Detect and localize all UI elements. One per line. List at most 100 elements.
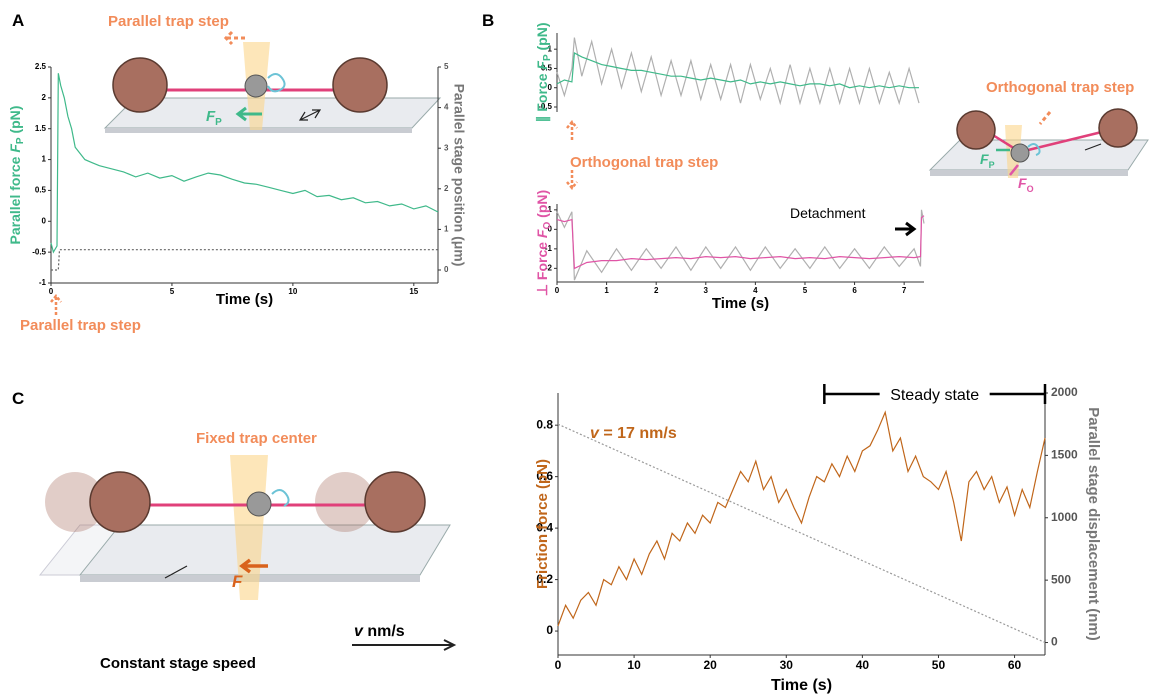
series-line [556,215,925,270]
x-tick-label: 0 [555,658,562,672]
annotation-symbol: v [590,425,600,442]
force-label: F [232,572,243,591]
y2-tick-label: 3 [444,143,449,152]
y-axis-label-part: F [7,144,23,153]
speed-label: v nm/s [354,623,405,640]
series-line [557,410,1046,627]
steady-state-bg [879,384,990,404]
panel-label: C [12,389,24,408]
force-symbol: F [980,151,989,167]
force-label: FO [1018,175,1034,194]
x-tick-label: 0 [555,286,560,295]
x-tick-label: 15 [409,287,418,296]
y2-axis-label: Parallel stage displacement (nm) [1085,407,1102,640]
y-tick-label: 1 [42,155,47,164]
y-axis-label: Parallel force FP (pN) [7,106,26,245]
force-subscript: O [1027,184,1034,194]
annotation: Parallel trap step [20,317,141,334]
x-tick-label: 5 [170,287,175,296]
y-tick-label: 1.5 [35,124,47,133]
y-axis-label-part: Parallel force [7,153,23,245]
annotation: v = 17 nm/s [590,425,677,442]
y-tick-label: 0 [42,216,47,225]
y2-tick-label: 2000 [1051,385,1078,399]
annotation: Orthogonal trap step [570,154,718,171]
diagram-title: Fixed trap center [196,430,317,447]
series-line [556,37,920,106]
speed-symbol: v [354,623,364,640]
y2-axis-label: Parallel stage position (μm) [451,84,467,267]
y-axis-label-part: Friction force (pN) [534,459,551,589]
y-tick-label: -0.5 [538,102,552,111]
y-axis-label-part: P [15,137,26,144]
series-line [556,209,925,281]
x-tick-label: 4 [753,286,758,295]
y-tick-label: 1 [548,205,553,214]
steady-state-label: Steady state [890,387,979,404]
y-axis-label-part: P [542,54,553,61]
speed-unit: nm/s [363,623,405,640]
y-axis-label-part: (pN) [534,190,550,222]
diagram-title: Parallel trap step [108,13,229,30]
panel-label: B [482,11,494,30]
panel-label: A [12,11,24,30]
annotation: Detachment [790,205,866,221]
y2-tick-label: 0 [444,265,449,274]
force-symbol: F [1018,175,1027,191]
y-tick-label: 0.5 [541,64,553,73]
annotation-arrow [50,294,62,315]
force-symbol: F [206,108,216,125]
y-axis-label-part: ∥ Force [534,70,551,123]
x-tick-label: 10 [627,658,641,672]
x-axis-label: Time (s) [712,295,769,312]
x-tick-label: 20 [704,658,718,672]
x-axis-label: Time (s) [771,677,832,694]
diagram-c: Fixed trap center F v nm/s Constant stag… [38,430,457,672]
y-axis-label-part: (pN) [7,106,23,138]
y-tick-label: 0 [546,623,553,637]
y-axis-label: ∥ Force FP (pN) [534,22,553,122]
force-label: FP [206,108,222,128]
y-tick-label: 1 [548,44,553,53]
y-tick-label: 0.2 [536,572,553,586]
series-line [556,52,919,89]
y-tick-label: 0.5 [35,186,47,195]
x-tick-label: 5 [803,286,808,295]
y-axis-label-part: O [542,222,553,230]
y2-tick-label: 4 [444,103,449,112]
y-tick-label: 2 [42,93,47,102]
y-tick-label: 0.6 [536,469,553,483]
x-tick-label: 3 [704,286,709,295]
y-tick-label: 0 [548,224,553,233]
y-tick-label: -1 [545,244,553,253]
y-tick-label: 2.5 [35,62,47,71]
y-tick-label: -2 [545,263,553,272]
y-axis-label-part: F [534,229,550,238]
y-tick-label: 0.8 [536,417,553,431]
y2-tick-label: 1500 [1051,448,1078,462]
x-tick-label: 10 [288,287,297,296]
y-axis-label: Friction force (pN) [534,459,551,589]
y-axis-label-part: ⊥ Force [534,238,550,296]
y2-tick-label: 1 [444,225,449,234]
diagram-b: Orthogonal trap step FP FO [928,79,1149,194]
x-tick-label: 50 [932,658,946,672]
annotation-text: = 17 nm/s [599,425,677,442]
caption: Constant stage speed [100,655,256,672]
y-tick-label: -0.5 [32,247,46,256]
y-axis-label: ⊥ Force FO (pN) [534,190,553,296]
series-line [50,73,439,254]
force-subscript: P [989,160,995,170]
annotation-arrow [566,120,578,190]
y-tick-label: -1 [39,278,47,287]
y-axis-label-part: (pN) [534,22,550,54]
y2-tick-label: 1000 [1051,510,1078,524]
series-line [557,423,1046,644]
force-subscript: P [215,117,222,128]
x-tick-label: 2 [654,286,659,295]
force-label: FP [980,151,995,170]
diagram-a: Parallel trap step FP [103,13,442,133]
annotation-arrow [895,221,917,237]
series-line [51,249,438,271]
y2-tick-label: 0 [1051,635,1058,649]
